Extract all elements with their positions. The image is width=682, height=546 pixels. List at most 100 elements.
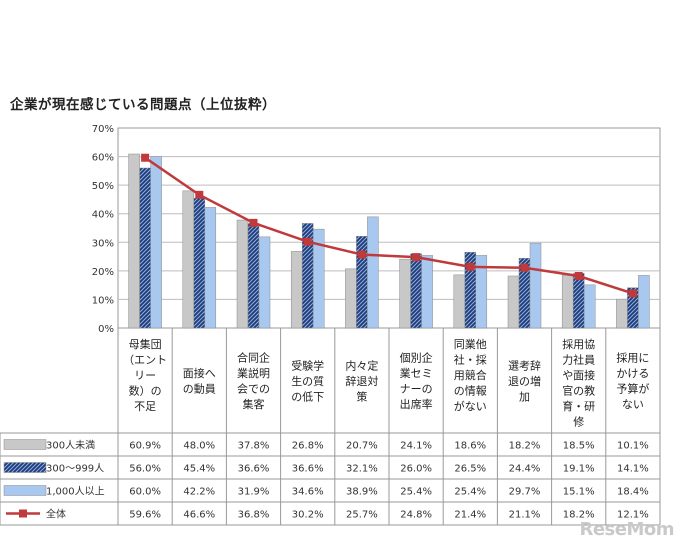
data-label: 26.5%	[454, 464, 486, 475]
data-label: 18.2%	[509, 441, 541, 452]
data-label: 24.8%	[400, 510, 432, 521]
data-label: 36.8%	[238, 510, 270, 521]
legend-series-name: 300人未満	[46, 440, 95, 452]
bar	[399, 258, 411, 329]
category-label: 育・研	[562, 399, 595, 413]
data-label: 45.4%	[183, 464, 215, 475]
watermark-logo: ReseMom	[579, 519, 674, 540]
data-label: 15.1%	[563, 487, 595, 498]
data-label: 24.1%	[400, 441, 432, 452]
category-label: ない	[622, 398, 644, 411]
category-label: 個別企	[400, 351, 433, 365]
category-label: （エント	[123, 354, 167, 367]
data-label: 19.1%	[563, 464, 595, 475]
y-tick-label: 50%	[92, 181, 114, 192]
y-tick-label: 20%	[92, 267, 114, 278]
category-label: 不足	[134, 400, 156, 413]
y-tick-label: 70%	[92, 124, 114, 135]
category-label: 会での	[237, 383, 270, 396]
data-label: 48.0%	[183, 441, 215, 452]
category-label: 業説明	[237, 366, 270, 380]
data-label: 20.7%	[346, 441, 378, 452]
bar	[345, 268, 357, 329]
category-label: の情報	[454, 385, 487, 398]
legend-swatch	[3, 439, 47, 450]
data-label: 21.4%	[454, 510, 486, 521]
data-label: 26.8%	[292, 441, 324, 452]
bar	[572, 273, 585, 329]
line-point-marker	[141, 153, 150, 162]
data-label: 18.2%	[563, 510, 595, 521]
data-label: 38.9%	[346, 487, 378, 498]
data-label: 56.0%	[129, 464, 161, 475]
bar	[128, 153, 140, 329]
line-point-marker	[357, 250, 366, 259]
legend-series-name: 全体	[46, 508, 66, 521]
bar	[139, 167, 151, 329]
chart-title: 企業が現在感じている問題点（上位抜粋）	[10, 97, 276, 113]
category-label: 受験学	[291, 358, 324, 372]
category-label: 力社員	[562, 353, 595, 367]
category-label: 官の教	[562, 384, 595, 398]
category-label: 内々定	[345, 358, 378, 372]
y-tick-label: 40%	[92, 210, 114, 221]
category-label: かける	[616, 367, 649, 380]
category-label: 策	[356, 389, 367, 403]
legend-marker-swatch	[19, 509, 27, 518]
bar	[356, 236, 368, 329]
line-point-marker	[303, 237, 312, 246]
bar	[312, 228, 325, 329]
bar	[529, 242, 542, 329]
category-label: ナーの	[400, 383, 433, 396]
line-point-marker	[574, 272, 583, 280]
data-label: 37.8%	[238, 441, 270, 452]
data-label: 14.1%	[617, 464, 649, 475]
category-label: 予算が	[616, 382, 649, 396]
bar	[453, 274, 466, 329]
data-label: 31.9%	[238, 487, 270, 498]
data-label: 32.1%	[346, 464, 378, 475]
category-label: 業セミ	[400, 367, 433, 380]
bar	[204, 207, 217, 329]
category-label: や面接	[562, 369, 595, 382]
category-label: 用競合	[454, 368, 487, 382]
bar	[616, 298, 628, 329]
y-tick-label: 60%	[92, 153, 114, 164]
bar	[236, 219, 249, 329]
data-label: 18.6%	[454, 441, 486, 452]
category-label: 生の質	[291, 374, 324, 388]
line-point-marker	[195, 190, 204, 199]
data-label: 21.1%	[509, 510, 541, 521]
bar	[410, 253, 422, 329]
y-tick-label: 10%	[92, 295, 114, 306]
legend-swatch	[3, 462, 47, 473]
bar	[507, 275, 520, 329]
data-label: 24.4%	[509, 464, 541, 475]
category-label: 加	[519, 390, 530, 403]
bar	[421, 255, 433, 329]
category-label: 辞退対	[345, 374, 378, 388]
data-label: 30.2%	[292, 510, 324, 521]
category-label: 数）の	[129, 385, 162, 398]
data-label: 46.6%	[183, 510, 215, 521]
data-label: 25.7%	[346, 510, 378, 521]
line-point-marker	[466, 262, 475, 271]
bar	[367, 216, 379, 329]
data-label: 26.0%	[400, 464, 432, 475]
data-label: 25.4%	[454, 487, 486, 498]
data-label: 60.0%	[129, 487, 161, 498]
line-point-marker	[628, 289, 637, 298]
bar	[638, 275, 650, 329]
category-label: 社・採	[454, 353, 487, 367]
category-label: 出席率	[400, 397, 433, 411]
bar	[561, 274, 574, 329]
category-label: 退の増	[508, 375, 541, 388]
category-label: リー	[134, 369, 156, 382]
data-label: 18.5%	[563, 441, 595, 452]
bar	[475, 255, 488, 329]
bar	[583, 284, 596, 329]
line-point-marker	[412, 253, 421, 262]
data-label: 10.1%	[617, 441, 649, 452]
category-label: の動員	[183, 382, 216, 396]
